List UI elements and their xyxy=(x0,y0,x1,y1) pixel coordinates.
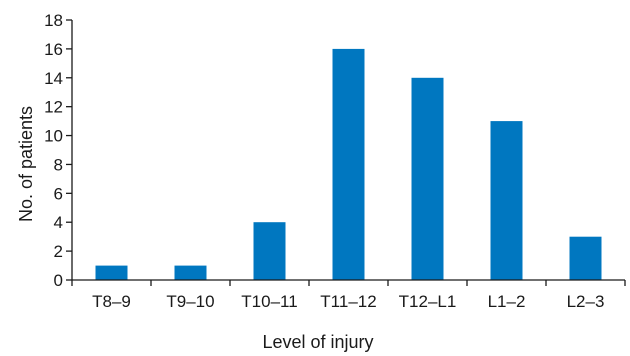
bars-group xyxy=(95,48,602,281)
y-tick-label: 2 xyxy=(54,242,63,261)
y-axis: 0 2 4 6 8 10 12 14 16 18 xyxy=(44,11,73,290)
x-tick-label: T12–L1 xyxy=(399,292,457,311)
bar-7 xyxy=(569,236,602,280)
y-tick-label: 4 xyxy=(54,213,63,232)
y-tick-label: 0 xyxy=(54,271,63,290)
y-tick-label: 12 xyxy=(44,98,63,117)
x-tick-label: T9–10 xyxy=(166,292,214,311)
bar-1 xyxy=(95,265,128,280)
x-tick-label: T10–11 xyxy=(241,292,297,311)
y-axis-title: No. of patients xyxy=(16,106,36,222)
bar-5 xyxy=(411,77,444,280)
y-tick-label: 14 xyxy=(44,69,63,88)
bar-4 xyxy=(332,48,365,281)
x-axis: T8–9 T9–10 T10–11 T11–12 T12–L1 L1–2 L2–3 xyxy=(71,279,626,311)
x-tick-label: L2–3 xyxy=(567,292,605,311)
x-tick-label: T8–9 xyxy=(92,292,131,311)
x-axis-title: Level of injury xyxy=(262,332,373,352)
y-tick-label: 16 xyxy=(44,40,63,59)
y-tick-label: 10 xyxy=(44,127,63,146)
bar-6 xyxy=(490,121,523,280)
x-tick-label: L1–2 xyxy=(488,292,526,311)
bar-2 xyxy=(174,265,207,280)
bar-3 xyxy=(253,222,286,280)
y-tick-label: 18 xyxy=(44,11,63,30)
y-tick-label: 6 xyxy=(54,184,63,203)
y-tick-label: 8 xyxy=(54,155,63,174)
x-tick-label: T11–12 xyxy=(320,292,376,311)
